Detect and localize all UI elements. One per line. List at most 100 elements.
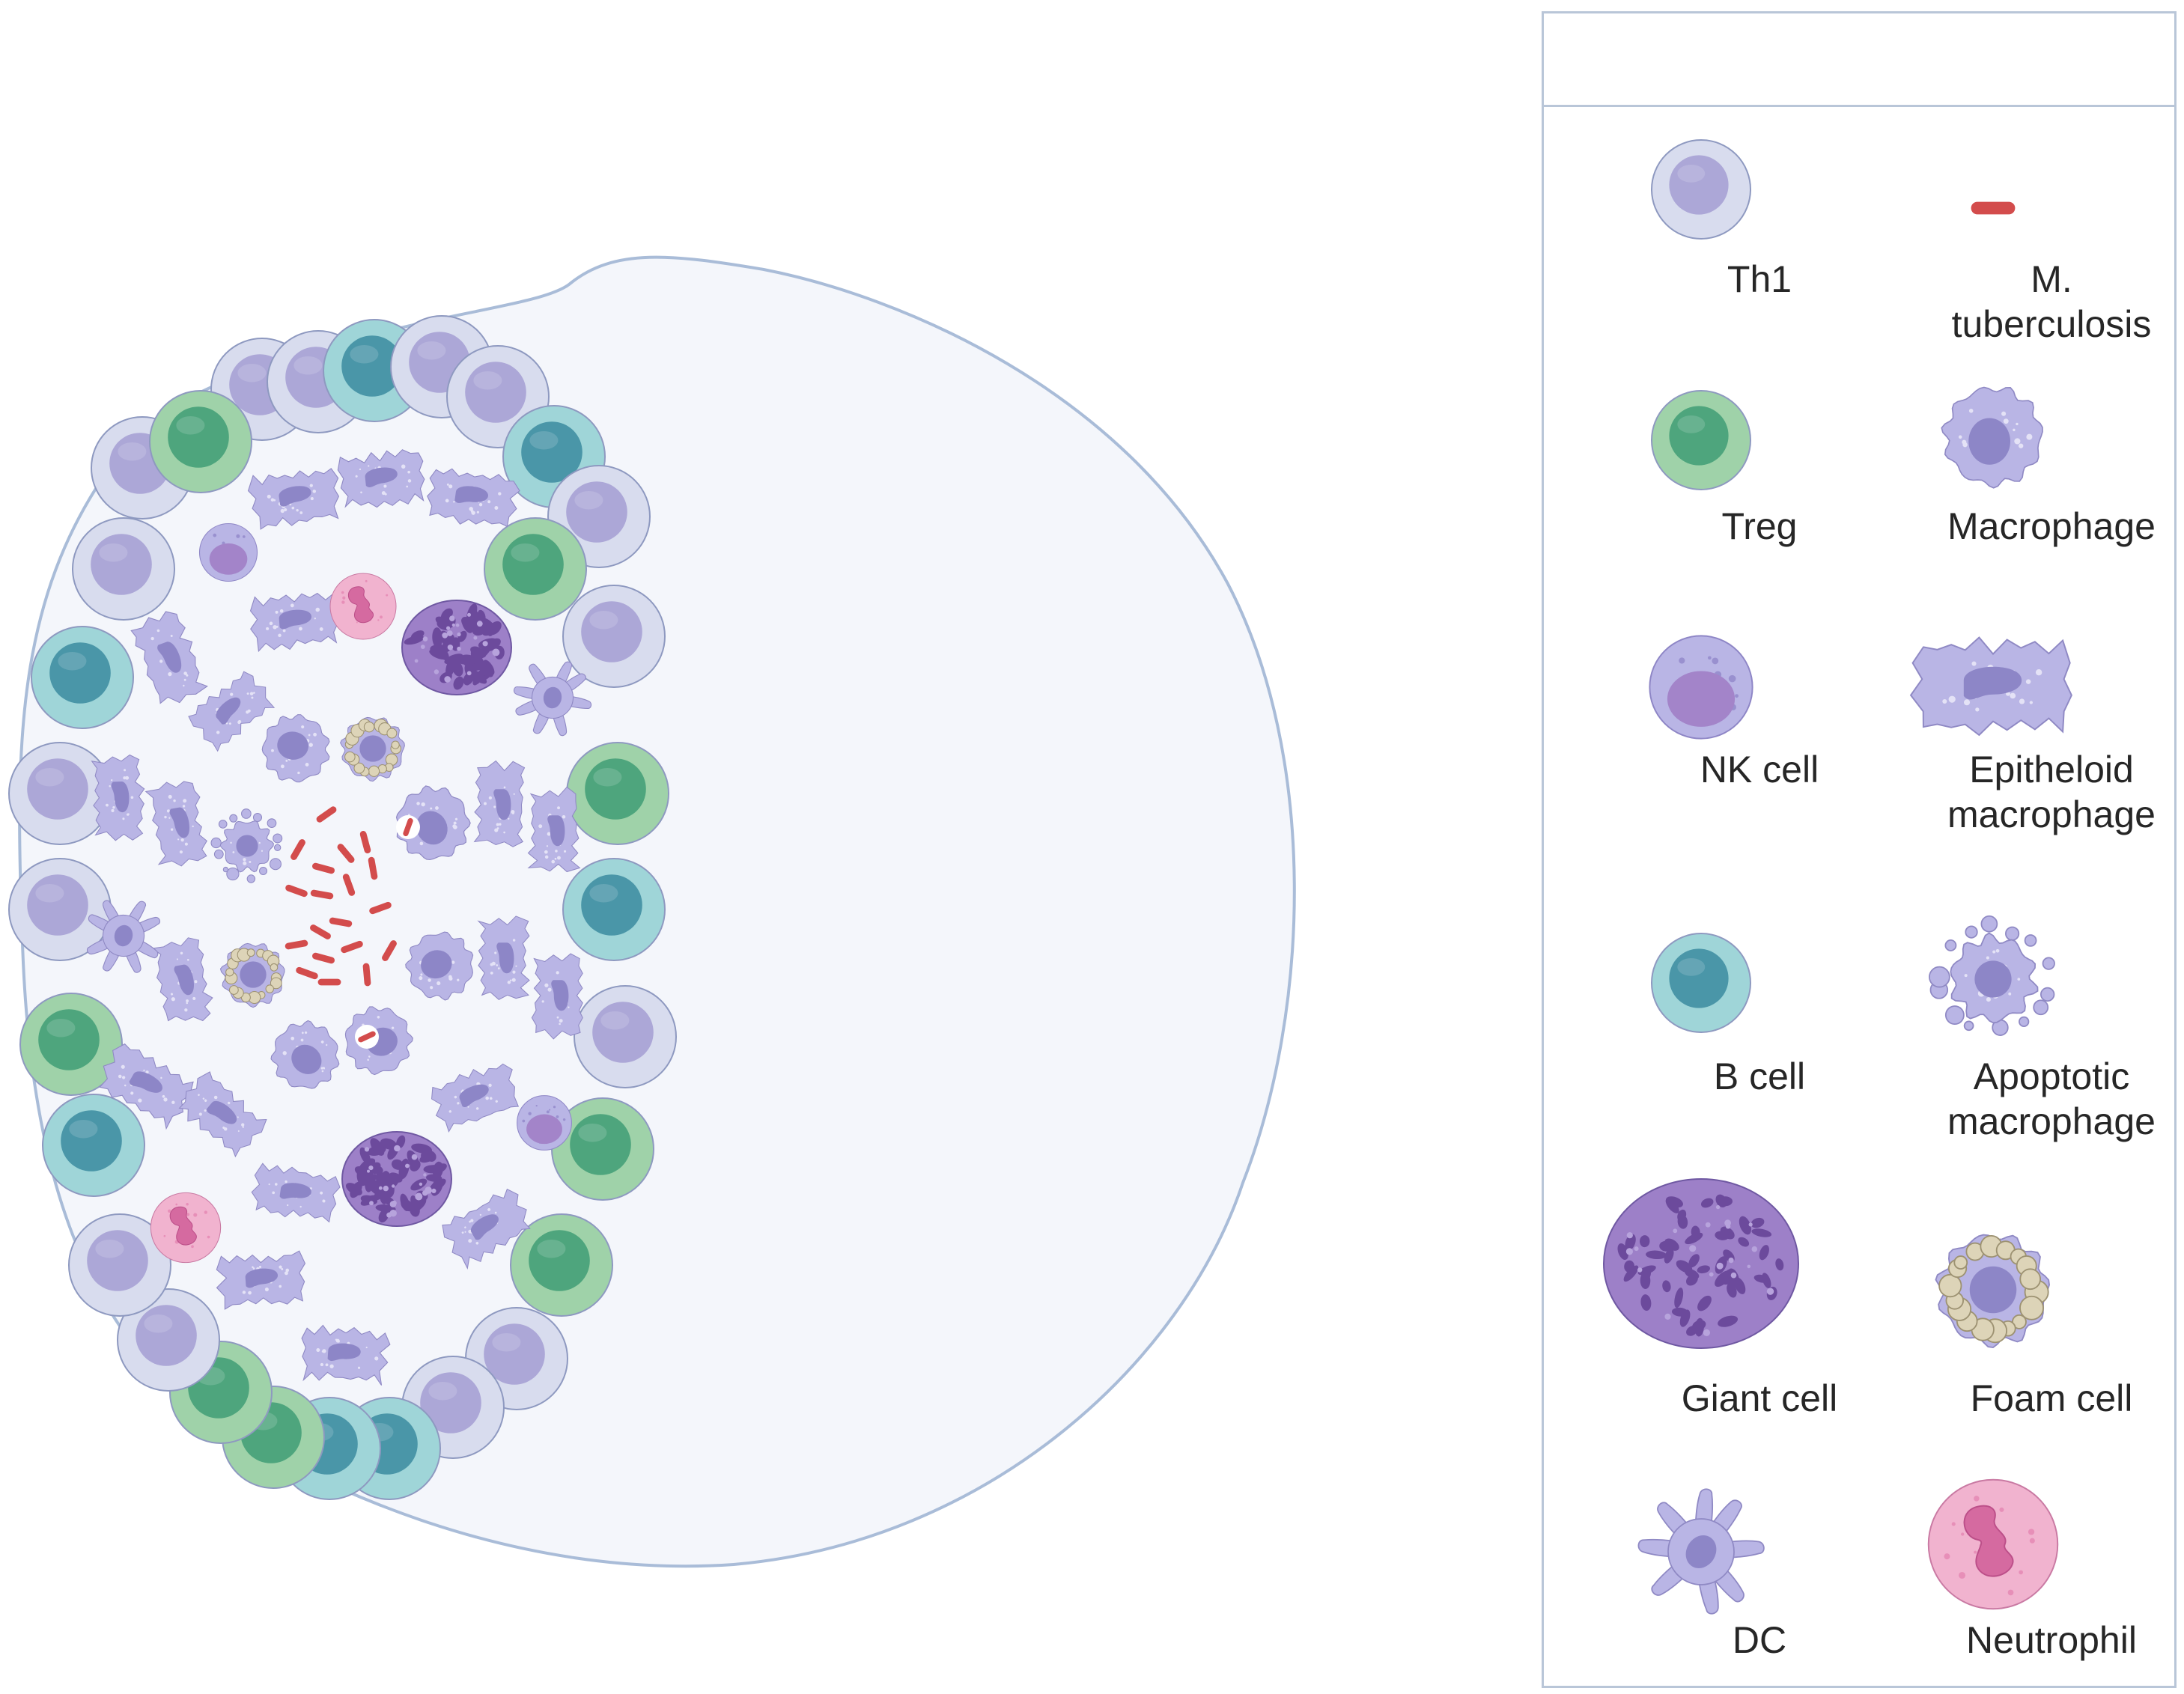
macrophage [395,785,471,861]
th1-cell [68,1213,171,1317]
foam-cell [340,716,405,782]
epitheloid-macrophage [337,449,425,508]
m-tuberculosis-icon [1971,201,2016,215]
m-tuberculosis [358,1031,376,1043]
macrophage [405,931,474,1001]
m-tuberculosis [362,963,371,987]
m-tuberculosis [337,844,355,863]
macrophage-icon [1941,386,2043,489]
legend-label-treg: Treg [1721,505,1798,547]
nk-cell [517,1095,572,1151]
bcell-cell [42,1094,145,1197]
m-tuberculosis [382,940,397,961]
epitheloid-macrophage [431,1063,520,1133]
macrophage [261,714,330,783]
treg-cell [510,1213,613,1317]
m-tuberculosis [329,917,353,927]
neutrophil [150,1192,222,1264]
epitheloid-macrophage [427,468,520,528]
th1-cell [574,985,677,1088]
legend-label-th1: Th1 [1727,258,1792,300]
epitheloid-macrophage [91,754,145,841]
epitheloid-macrophage [188,671,276,752]
giant-cell [401,600,512,695]
neutrophil-icon [1927,1478,2059,1610]
epitheloid-macrophage [251,1163,341,1223]
epitheloid-macrophage [130,611,208,704]
granuloma-diagram [8,255,1296,1568]
dendritic-cell [86,900,161,973]
epitheloid-macrophage [442,1188,531,1270]
epitheloid-macrophage [531,953,583,1040]
legend-label-b-cell: B cell [1713,1055,1806,1097]
legend-icons [1603,139,2072,1615]
m-tuberculosis [368,856,378,880]
m-tuberculosis [291,839,305,860]
th1-icon [1651,139,1751,240]
th1-cell [117,1288,220,1392]
m-tuberculosis [342,874,356,896]
epitheloid-macrophage [527,786,581,873]
giant-cell-icon [1603,1178,1799,1349]
apoptotic-macrophage-icon [1929,915,2055,1036]
treg-cell [149,390,252,493]
apoptotic-macrophage [210,808,283,883]
treg-icon [1651,390,1751,490]
epitheloid-macrophage [99,1043,194,1130]
m-tuberculosis [296,966,318,980]
nk-cell [198,522,258,582]
neutrophil [329,573,397,640]
m-tuberculosis [403,817,413,837]
m-tuberculosis [316,806,337,823]
m-tuberculosis [285,884,308,898]
m-tuberculosis [310,924,331,939]
b-cell-icon [1651,933,1751,1033]
treg-cell [484,517,587,621]
m-tuberculosis [311,862,335,874]
legend-label-mtuberculosis: M. tuberculosis [1951,258,2152,345]
epitheloid-macrophage [247,468,340,530]
m-tuberculosis [311,952,335,964]
legend-label-giant-cell: Giant cell [1681,1377,1838,1419]
epitheloid-macrophage [249,592,339,653]
treg-cell [19,993,123,1096]
macrophage [270,1020,340,1089]
m-tuberculosis [341,940,363,954]
epitheloid-macrophage [301,1324,391,1386]
m-tuberculosis [317,978,341,986]
m-tuberculosis [310,889,334,900]
epitheloid-macrophage [178,1071,267,1158]
m-tuberculosis [359,830,371,854]
nk-cell-icon [1649,635,1753,740]
legend-label-macrophage: Macrophage [1947,505,2156,547]
th1-cell [8,858,112,961]
epitheloid-macrophage [145,781,207,867]
th1-cell [562,585,666,688]
legend-label-dc: DC [1732,1619,1787,1661]
epitheloid-macrophage-icon [1909,636,2072,737]
epitheloid-macrophage [216,1250,306,1310]
th1-cell [401,1356,505,1459]
treg-cell [551,1097,654,1201]
dendritic-cell-icon [1637,1488,1765,1615]
legend-label-nk-cell: NK cell [1700,749,1819,790]
m-tuberculosis [285,939,308,950]
legend-header [1544,13,2174,107]
legend-panel: Th1 M. tuberculosis Treg Macrophage NK c… [1542,11,2177,1688]
legend-label-foam-cell: Foam cell [1970,1377,2133,1419]
th1-cell [8,742,112,845]
giant-cell [341,1131,452,1227]
m-tuberculosis [369,901,392,915]
legend-label-epitheloid-macrophage: Epitheloid macrophage [1947,749,2156,835]
th1-cell [72,517,175,621]
legend-label-apoptotic-macrophage: Apoptotic macrophage [1947,1055,2156,1142]
bcell-cell [31,626,134,729]
epitheloid-macrophage [477,915,530,1000]
legend-label-neutrophil: Neutrophil [1966,1619,2137,1661]
bcell-cell [562,858,666,961]
dendritic-cell [513,661,592,737]
epitheloid-macrophage [473,760,526,847]
foam-cell-icon [1935,1234,2051,1349]
treg-cell [566,742,669,845]
foam-cell [219,942,285,1008]
